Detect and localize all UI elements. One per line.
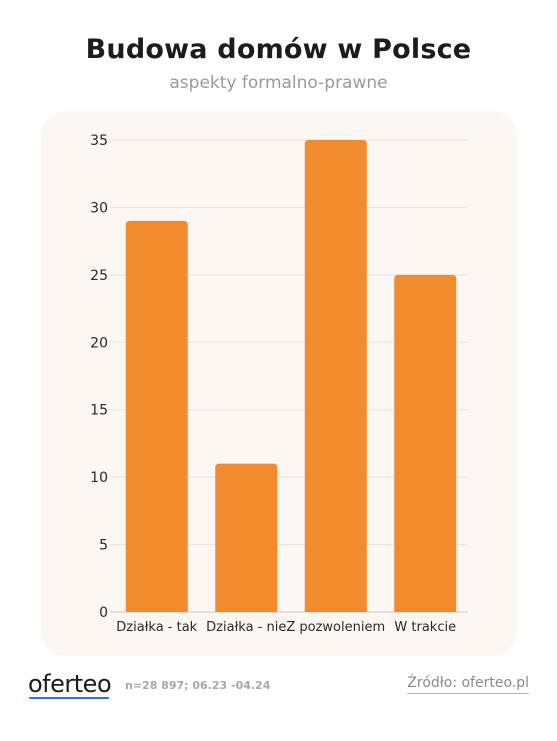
y-tick-label: 5 <box>99 538 108 554</box>
bar <box>394 274 457 612</box>
brand-logo-underline <box>29 697 109 699</box>
y-tick-label: 0 <box>99 605 108 621</box>
bar <box>304 140 367 612</box>
brand-logo: oferteo <box>28 670 112 698</box>
bar <box>125 220 188 612</box>
y-tick-label: 30 <box>90 200 108 216</box>
sample-info: n=28 897; 06.23 -04.24 <box>125 679 271 692</box>
x-tick-label: W trakcie <box>394 620 456 635</box>
y-tick-label: 20 <box>90 335 108 351</box>
y-tick-label: 10 <box>90 470 108 486</box>
bar <box>215 463 278 612</box>
chart-title: Budowa domów w Polsce <box>85 34 472 65</box>
x-tick-label: Działka - nie <box>206 620 286 635</box>
source-link[interactable]: Źródło: oferteo.pl <box>407 675 529 694</box>
y-tick-label: 25 <box>90 268 108 284</box>
chart-subtitle: aspekty formalno-prawne <box>169 73 388 93</box>
y-tick-label: 35 <box>90 133 108 149</box>
x-tick-label: Z pozwoleniem <box>286 620 385 635</box>
x-tick-label: Działka - tak <box>116 620 197 635</box>
bar-chart: 0 5 10 15 20 25 30 35 Działka - tak Działka - nie… <box>90 133 468 635</box>
y-tick-label: 15 <box>90 403 108 419</box>
